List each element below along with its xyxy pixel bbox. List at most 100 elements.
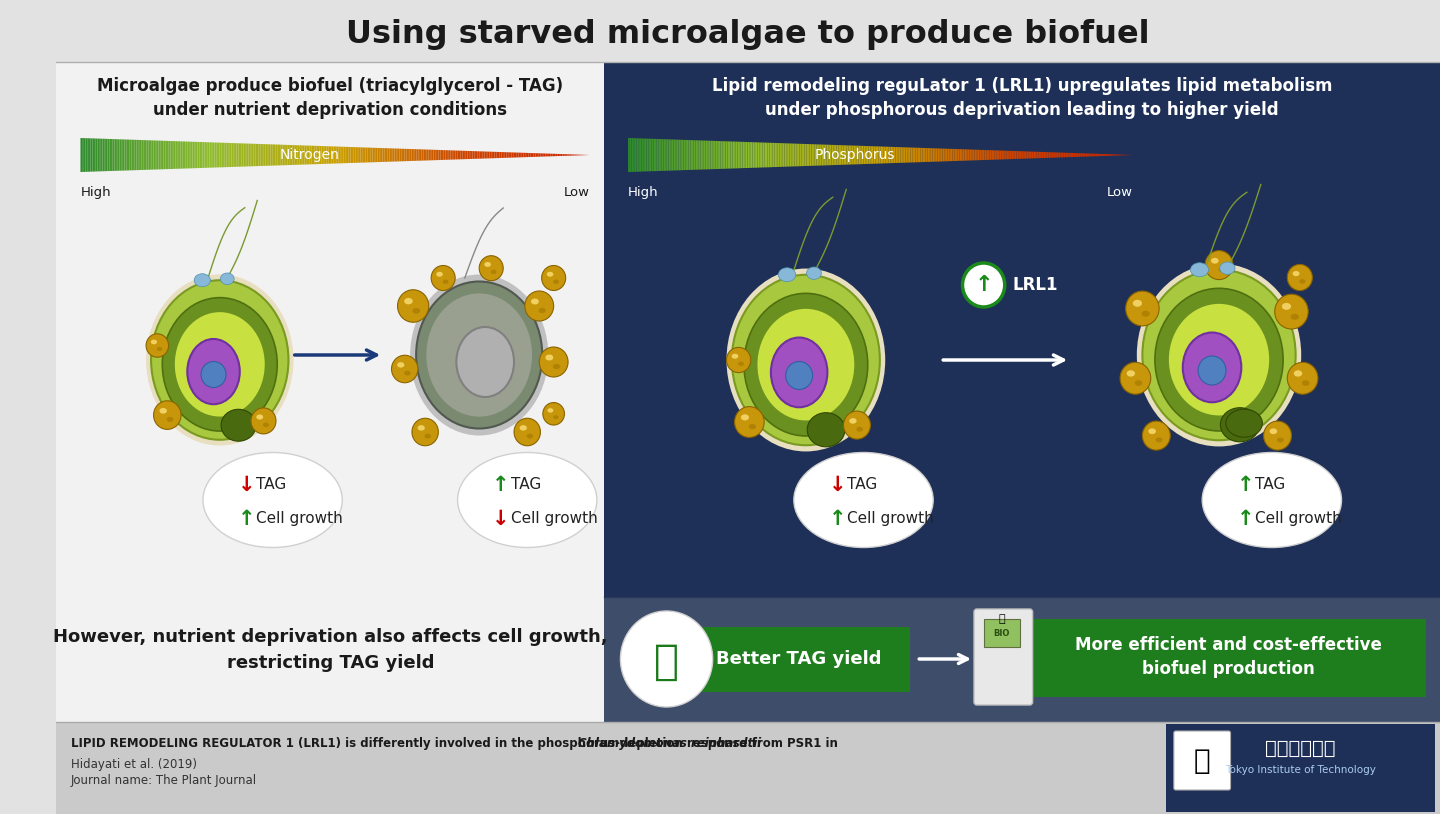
Polygon shape (799, 144, 801, 166)
Polygon shape (1047, 152, 1048, 158)
Polygon shape (986, 150, 988, 160)
Ellipse shape (1142, 311, 1151, 317)
Polygon shape (726, 142, 727, 168)
Polygon shape (284, 145, 287, 165)
Polygon shape (959, 149, 960, 161)
Polygon shape (425, 150, 426, 160)
Polygon shape (1021, 151, 1024, 159)
Polygon shape (825, 145, 827, 165)
Polygon shape (204, 142, 206, 168)
Polygon shape (1079, 153, 1080, 157)
Polygon shape (837, 145, 838, 165)
Circle shape (734, 407, 765, 437)
Text: Better TAG yield: Better TAG yield (716, 650, 881, 668)
Polygon shape (867, 146, 868, 164)
Polygon shape (937, 148, 939, 161)
Polygon shape (534, 153, 536, 157)
Polygon shape (818, 144, 819, 165)
Polygon shape (698, 140, 700, 169)
Polygon shape (351, 147, 354, 163)
Polygon shape (199, 142, 202, 168)
Polygon shape (102, 138, 104, 171)
Ellipse shape (806, 267, 821, 279)
Polygon shape (1030, 151, 1031, 159)
Polygon shape (147, 140, 148, 170)
Polygon shape (828, 145, 829, 165)
Polygon shape (670, 139, 672, 171)
Polygon shape (459, 151, 461, 160)
Polygon shape (886, 147, 887, 164)
Polygon shape (131, 140, 132, 170)
Polygon shape (873, 147, 874, 164)
Polygon shape (84, 138, 85, 172)
Polygon shape (1005, 151, 1007, 160)
Polygon shape (968, 150, 969, 160)
Bar (688, 627, 910, 692)
Circle shape (1205, 251, 1233, 279)
Polygon shape (408, 149, 410, 161)
Polygon shape (167, 141, 168, 169)
Polygon shape (713, 141, 714, 169)
Ellipse shape (484, 262, 491, 267)
Polygon shape (157, 141, 158, 169)
Polygon shape (168, 141, 170, 169)
Polygon shape (225, 142, 226, 167)
Polygon shape (274, 144, 275, 165)
Circle shape (543, 403, 564, 425)
Polygon shape (275, 145, 278, 165)
Ellipse shape (264, 422, 269, 427)
Polygon shape (662, 139, 664, 171)
Bar (1031, 619, 1426, 697)
Polygon shape (416, 149, 418, 161)
Ellipse shape (793, 453, 933, 548)
Polygon shape (517, 152, 518, 157)
Polygon shape (262, 144, 264, 166)
Polygon shape (138, 140, 140, 170)
Polygon shape (336, 147, 337, 164)
Polygon shape (969, 150, 971, 160)
Polygon shape (904, 147, 906, 163)
Polygon shape (431, 150, 432, 160)
Polygon shape (708, 141, 710, 169)
Ellipse shape (1202, 453, 1342, 548)
Polygon shape (920, 148, 923, 162)
Polygon shape (861, 146, 864, 164)
Circle shape (202, 361, 226, 387)
Polygon shape (877, 147, 878, 164)
Polygon shape (811, 144, 814, 166)
Polygon shape (350, 147, 351, 163)
Ellipse shape (553, 415, 559, 419)
Ellipse shape (547, 408, 553, 413)
Polygon shape (1041, 152, 1044, 158)
Polygon shape (294, 145, 297, 165)
Ellipse shape (1126, 370, 1135, 377)
Polygon shape (1004, 151, 1005, 160)
Polygon shape (634, 138, 635, 172)
Polygon shape (939, 148, 940, 161)
Text: ↑: ↑ (1237, 475, 1254, 495)
Ellipse shape (174, 312, 265, 417)
Polygon shape (684, 140, 685, 170)
Text: 東京工業大学: 東京工業大学 (1266, 738, 1336, 758)
Polygon shape (298, 145, 300, 164)
Bar (605, 597, 1440, 722)
Polygon shape (117, 139, 118, 171)
Ellipse shape (1148, 428, 1156, 434)
Ellipse shape (539, 308, 546, 313)
Ellipse shape (1302, 380, 1309, 386)
Polygon shape (217, 142, 220, 168)
Polygon shape (730, 142, 733, 168)
Polygon shape (844, 145, 845, 164)
Text: Nitrogen: Nitrogen (279, 148, 340, 162)
Ellipse shape (425, 434, 431, 439)
Polygon shape (202, 142, 203, 168)
Polygon shape (916, 147, 917, 162)
Polygon shape (1020, 151, 1021, 159)
Polygon shape (874, 147, 876, 164)
Polygon shape (246, 143, 249, 166)
Polygon shape (1106, 154, 1107, 156)
Polygon shape (301, 146, 302, 164)
Polygon shape (89, 138, 91, 172)
Ellipse shape (405, 298, 413, 304)
Polygon shape (1102, 154, 1104, 156)
